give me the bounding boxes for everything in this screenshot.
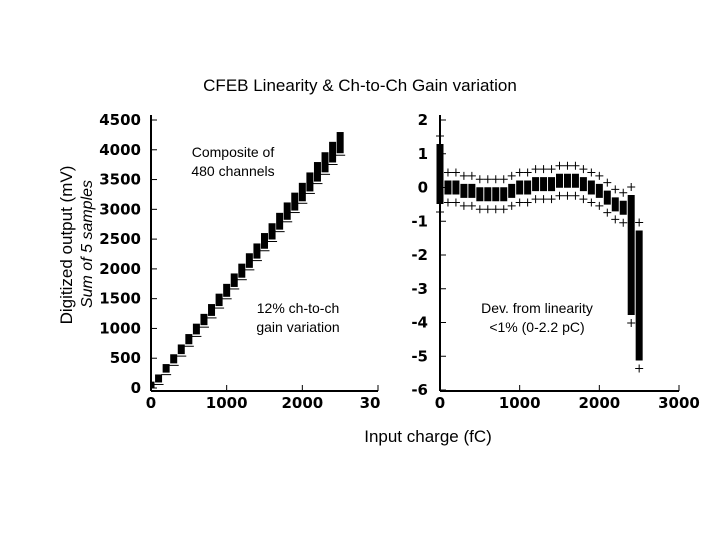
right-data-point: [476, 187, 484, 202]
left-data-point: [200, 313, 208, 326]
left-data-point: [283, 202, 291, 220]
left-data-point: [155, 374, 163, 383]
left-data-point: [313, 162, 321, 182]
right-data-point: [587, 180, 595, 195]
right-data-point: [524, 180, 532, 195]
right-data-point: [635, 230, 643, 361]
left-data-point: [208, 304, 216, 316]
left-data-point: [298, 182, 306, 202]
left-y-tick-label: 2000: [99, 260, 141, 278]
right-y-tick-label: 2: [418, 111, 428, 129]
left-y-tick-label: 4000: [99, 141, 141, 159]
left-x-tick-label: 1000: [206, 394, 248, 412]
left-data-point: [253, 243, 261, 259]
right-x-tick-label: 1000: [499, 394, 541, 412]
right-annotation-line2: <1% (0-2.2 pC): [489, 319, 584, 335]
right-data-point: [540, 177, 548, 192]
right-data-point: [611, 197, 619, 212]
left-data-point: [336, 132, 344, 154]
right-y-tick-label: -5: [411, 347, 428, 365]
left-data-point: [223, 283, 231, 297]
right-data-point: [444, 180, 452, 195]
left-data-points: [150, 132, 346, 388]
right-data-point: [484, 187, 492, 202]
right-data-point: [548, 177, 556, 192]
left-plot-frame: [150, 115, 378, 392]
right-data-point: [492, 187, 500, 202]
right-data-point: [603, 190, 611, 205]
left-data-point: [261, 233, 268, 249]
right-data-point: [556, 173, 563, 188]
right-data-point: [508, 183, 516, 198]
left-data-point: [306, 172, 314, 192]
right-data-point: [452, 180, 460, 195]
right-annotation-line1: Dev. from linearity: [481, 300, 593, 316]
right-data-point: [532, 177, 540, 192]
left-y-tick-label: 1000: [99, 319, 141, 337]
right-y-tick-label: -6: [411, 381, 428, 399]
left-annotation-line2: 480 channels: [191, 163, 274, 179]
left-data-point: [238, 263, 246, 278]
left-annotation-line1: Composite of: [192, 144, 275, 160]
right-data-point: [627, 195, 635, 315]
right-y-tick-label: -1: [411, 212, 428, 230]
right-x-tick-label: 0: [435, 394, 445, 412]
right-data-point: [460, 183, 468, 198]
right-y-tick-label: 0: [418, 179, 428, 197]
right-y-ticks: 2 1 0 -1 -2 -3 -4 -5 -6: [411, 111, 446, 399]
right-data-point: [579, 177, 587, 192]
left-y-tick-label: 4500: [99, 111, 141, 129]
chart-title: CFEB Linearity & Ch-to-Ch Gain variation: [203, 76, 517, 95]
right-data-point: [563, 173, 571, 188]
left-y-tick-label: 1500: [99, 290, 141, 308]
right-x-tick-label: 2000: [578, 394, 620, 412]
left-data-point: [177, 344, 185, 355]
left-data-point: [192, 323, 200, 335]
left-data-point: [230, 273, 238, 287]
left-data-point: [150, 381, 155, 388]
right-data-point: [619, 200, 627, 215]
left-data-point: [170, 354, 178, 364]
left-data-point: [215, 293, 223, 307]
right-data-point: [468, 183, 476, 198]
right-data-point: [500, 187, 508, 202]
right-data-point: [571, 173, 579, 188]
x-axis-label: Input charge (fC): [364, 427, 492, 446]
left-y-tick-label: 500: [110, 349, 141, 367]
left-data-point: [291, 192, 299, 211]
right-y-tick-label: -2: [411, 246, 428, 264]
right-y-tick-label: 1: [418, 145, 428, 163]
left-data-point: [268, 223, 276, 240]
right-x-ticks: 0 1000 2000 3000: [435, 385, 700, 412]
right-data-points: [436, 132, 644, 373]
left-y-tick-label: 3000: [99, 200, 141, 218]
right-data-point: [516, 180, 524, 195]
left-y-tick-label: 3500: [99, 171, 141, 189]
right-data-point: [595, 183, 603, 198]
right-data-point: [436, 144, 444, 204]
left-data-point: [185, 334, 193, 345]
right-y-tick-label: -3: [411, 280, 428, 298]
left-x-tick-label: 2000: [281, 394, 323, 412]
left-y-tick-label: 2500: [99, 230, 141, 248]
left-x-ticks: 0 1000 2000 30: [146, 385, 381, 412]
left-annotation-line4: gain variation: [256, 319, 339, 335]
left-y-tick-label: 0: [131, 379, 141, 397]
left-data-point: [321, 152, 329, 173]
left-data-point: [245, 253, 253, 268]
left-data-point: [276, 212, 284, 230]
right-x-tick-label: 3000: [658, 394, 700, 412]
left-x-tick-label: 30: [360, 394, 381, 412]
left-data-point: [162, 364, 170, 373]
left-y-ticks: 0 500 1000 1500 2000 2500 3000 3500 4000 4500: [99, 111, 157, 397]
left-x-tick-label: 0: [146, 394, 156, 412]
left-annotation-line3: 12% ch-to-ch: [257, 300, 339, 316]
right-plot-frame: [439, 115, 679, 392]
left-data-point: [329, 141, 337, 163]
right-y-tick-label: -4: [411, 314, 428, 332]
